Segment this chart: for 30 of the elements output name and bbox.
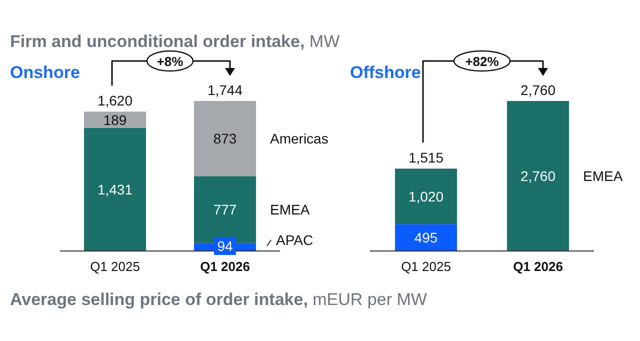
chart-title: Onshore bbox=[10, 63, 80, 83]
total-label: 1,744 bbox=[207, 82, 243, 98]
x-tick-label: Q1 2026 bbox=[513, 259, 563, 274]
data-label: 94 bbox=[217, 238, 233, 254]
data-label: 1,020 bbox=[408, 188, 444, 204]
total-label: 1,620 bbox=[97, 92, 133, 109]
x-tick-label: Q1 2025 bbox=[90, 259, 140, 274]
bar bbox=[84, 128, 146, 251]
bar bbox=[84, 112, 146, 128]
data-label: 495 bbox=[414, 230, 438, 246]
total-label: 1,515 bbox=[408, 150, 444, 166]
x-tick-label: Q1 2026 bbox=[200, 259, 250, 274]
data-label: 189 bbox=[103, 112, 127, 128]
bar bbox=[194, 101, 256, 176]
chart-title: Offshore bbox=[350, 63, 421, 83]
x-tick-label: Q1 2025 bbox=[401, 259, 451, 274]
text: Firm and unconditional order intake, MW bbox=[10, 32, 340, 52]
data-label: 873 bbox=[213, 130, 237, 147]
text: Average selling price of order intake, mEUR per MW bbox=[10, 290, 427, 310]
data-label: 777 bbox=[213, 202, 237, 218]
total-label: 2,760 bbox=[520, 82, 556, 98]
data-label: 2,760 bbox=[520, 168, 556, 184]
text: +8% bbox=[156, 54, 184, 69]
data-label: 1,431 bbox=[97, 181, 133, 198]
text: +82% bbox=[465, 54, 500, 69]
series-label: EMEA bbox=[583, 168, 624, 184]
series-label: EMEA bbox=[270, 202, 310, 218]
series-label: APAC bbox=[276, 232, 314, 248]
bar bbox=[194, 176, 256, 243]
series-label: Americas bbox=[270, 130, 328, 147]
